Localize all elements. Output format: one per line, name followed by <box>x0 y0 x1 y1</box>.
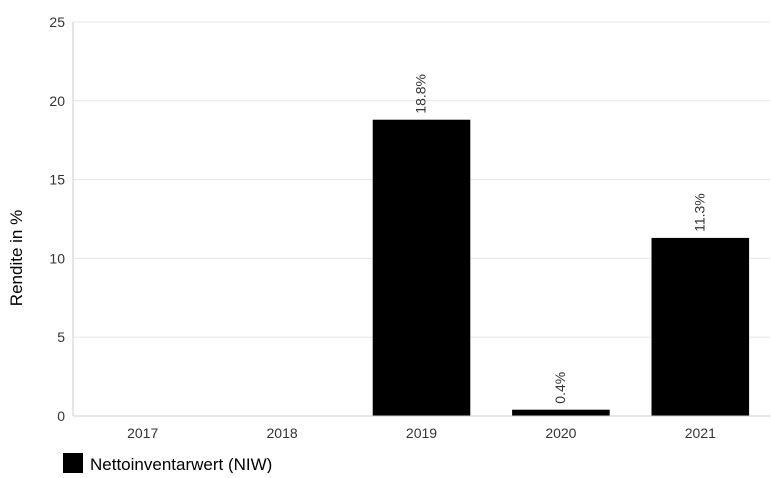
bar-2021[interactable] <box>651 237 750 416</box>
bar-2019[interactable] <box>372 119 471 416</box>
bars <box>372 119 750 416</box>
y-tick-label: 5 <box>57 329 65 345</box>
x-tick-label: 2019 <box>406 425 437 441</box>
y-tick-label: 0 <box>57 408 65 424</box>
x-tick-label: 2021 <box>685 425 716 441</box>
x-tick-label: 2020 <box>545 425 576 441</box>
legend-swatch <box>63 453 83 473</box>
bar-2020[interactable] <box>512 409 610 416</box>
bar-value-label: 18.8% <box>413 74 429 114</box>
y-tick-labels: 0 5 10 15 20 25 <box>49 14 65 424</box>
axes <box>72 22 770 417</box>
bar-value-label: 0.4% <box>552 372 568 404</box>
y-tick-label: 25 <box>49 14 65 30</box>
bar-value-label: 11.3% <box>691 193 707 232</box>
y-tick-label: 15 <box>49 172 65 188</box>
y-tick-label: 10 <box>49 250 65 266</box>
x-tick-label: 2018 <box>267 425 298 441</box>
x-tick-labels: 2017 2018 2019 2020 2021 <box>127 425 716 441</box>
bar-value-labels: 18.8% 0.4% 11.3% <box>413 74 708 404</box>
legend-label: Nettoinventarwert (NIW) <box>90 455 272 473</box>
x-tick-label: 2017 <box>127 425 158 441</box>
y-axis-title: Rendite in % <box>7 210 26 306</box>
y-tick-label: 20 <box>49 93 65 109</box>
legend[interactable]: Nettoinventarwert (NIW) <box>63 453 272 474</box>
